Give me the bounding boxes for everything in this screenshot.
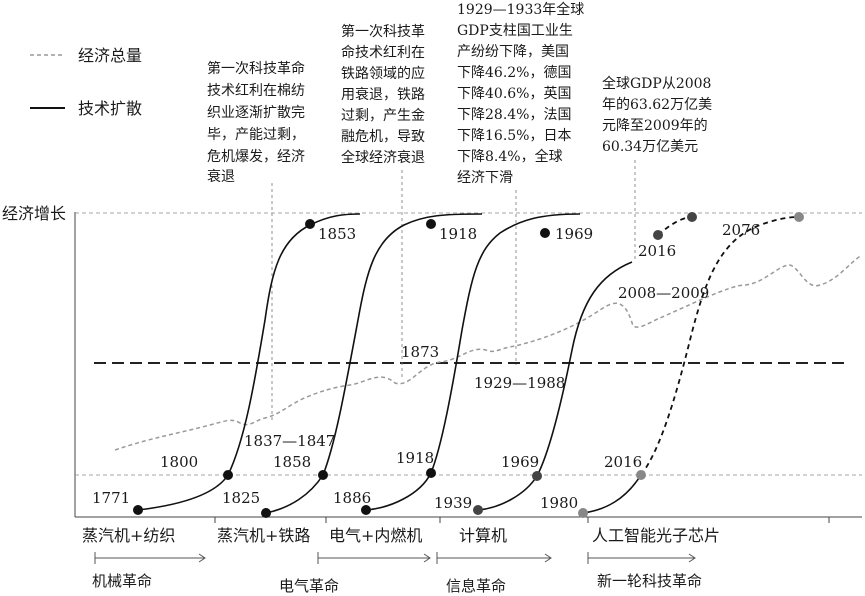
revolution-mechanical: 机械革命: [92, 572, 152, 590]
curve-labels: 1771 1800 1853 1825 1858 1918 1886 1918 …: [92, 221, 760, 512]
category-ai-photonic-chip: 人工智能光子芯片: [592, 526, 720, 545]
svg-text:年的63.62万亿美: 年的63.62万亿美: [602, 97, 712, 113]
svg-text:全球GDP从2008: 全球GDP从2008: [602, 75, 711, 92]
svg-text:1929—1933年全球: 1929—1933年全球: [457, 1, 584, 18]
period-1929-1988: 1929—1988: [474, 374, 565, 392]
curve-markers: [133, 212, 804, 518]
marker-2016-top: [653, 230, 663, 240]
category-steam-textile: 蒸汽机+纺织: [82, 526, 175, 545]
svg-text:下降8.4%，全球: 下降8.4%，全球: [457, 148, 563, 165]
marker-2076: [794, 212, 804, 222]
category-labels: 蒸汽机+纺织 蒸汽机+铁路 电气+内燃机 计算机 人工智能光子芯片: [82, 526, 720, 545]
label-1853: 1853: [318, 225, 356, 243]
marker-1886: [361, 505, 371, 515]
revolution-new-tech: 新一轮科技革命: [597, 572, 702, 590]
annotation-1: 第一次科技革命 技术红利在棉纺 织业逐渐扩散完 毕，产能过剩， 危机爆发，经济 …: [207, 60, 305, 185]
svg-text:下降28.4%，法国: 下降28.4%，法国: [457, 107, 571, 123]
revolution-electrical: 电气革命: [279, 577, 339, 595]
label-1939: 1939: [434, 494, 472, 512]
annotation-3: 1929—1933年全球 GDP支柱国工业生 产纷纷下降，美国 下降46.2%，…: [457, 1, 584, 186]
label-2016-top: 2016: [638, 242, 676, 260]
marker-2016: [636, 470, 646, 480]
svg-text:命技术红利在: 命技术红利在: [341, 44, 425, 61]
label-1969: 1969: [501, 453, 539, 471]
y-axis-title: 经济增长: [2, 204, 66, 223]
marker-1825: [261, 508, 271, 518]
marker-1800: [223, 470, 233, 480]
label-1800: 1800: [160, 453, 198, 471]
marker-1939: [473, 505, 483, 515]
label-1918: 1918: [396, 449, 434, 467]
marker-1771: [133, 505, 143, 515]
marker-1858: [318, 470, 328, 480]
svg-text:毕，产能过剩，: 毕，产能过剩，: [207, 127, 305, 143]
label-1858: 1858: [273, 453, 311, 471]
svg-text:第一次科技革: 第一次科技革: [341, 23, 425, 40]
svg-text:衰退: 衰退: [207, 168, 235, 185]
period-labels: 1837—1847 1873 1929—1988 2008—2009: [244, 284, 709, 450]
svg-text:融危机，导致: 融危机，导致: [341, 129, 425, 145]
label-1980: 1980: [540, 494, 578, 512]
revolution-information: 信息革命: [446, 577, 506, 595]
period-1837-1847: 1837—1847: [244, 432, 335, 450]
svg-text:过剩，产生金: 过剩，产生金: [341, 108, 425, 124]
category-computer: 计算机: [459, 526, 507, 545]
legend-diffusion-label: 技术扩散: [78, 99, 142, 118]
legend-economy-label: 经济总量: [78, 46, 142, 65]
label-1825: 1825: [222, 489, 260, 507]
label-1918-top: 1918: [439, 225, 477, 243]
annotation-4: 全球GDP从2008 年的63.62万亿美 元降至2009年的 60.34万亿美…: [602, 75, 712, 155]
svg-text:织业逐渐扩散完: 织业逐渐扩散完: [207, 105, 305, 121]
marker-1980: [578, 508, 588, 518]
marker-1918: [426, 468, 436, 478]
annotation-leaders: [271, 160, 636, 423]
label-2076: 2076: [722, 221, 760, 239]
marker-1853: [305, 219, 315, 229]
label-1886: 1886: [333, 489, 371, 507]
marker-1969: [532, 471, 542, 481]
category-electric-engine: 电气+内燃机: [329, 526, 422, 545]
marker-1918-top: [426, 219, 436, 229]
svg-text:危机爆发，经济: 危机爆发，经济: [207, 149, 305, 165]
annotation-2: 第一次科技革 命技术红利在 铁路领域的应 用衰退，铁路 过剩，产生金 融危机，导…: [341, 23, 425, 166]
svg-text:60.34万亿美元: 60.34万亿美元: [602, 139, 698, 155]
diffusion-curve-5: [582, 474, 642, 514]
period-2008-2009: 2008—2009: [618, 284, 709, 302]
marker-2076-top-near: [687, 212, 697, 222]
category-steam-railway: 蒸汽机+铁路: [217, 526, 310, 545]
revolution-arrows: [94, 552, 696, 564]
diffusion-curve-4: [477, 261, 633, 511]
economy-total-line: [114, 254, 863, 451]
svg-text:下降40.6%，英国: 下降40.6%，英国: [457, 85, 571, 102]
diffusion-curve-2: [265, 213, 483, 514]
x-axis-ticks: [214, 517, 830, 523]
marker-1969-top: [540, 228, 550, 238]
svg-text:下降16.5%，日本: 下降16.5%，日本: [457, 128, 571, 144]
svg-text:铁路领域的应: 铁路领域的应: [341, 65, 425, 82]
diffusion-curves: [137, 213, 642, 514]
axes: 经济增长: [2, 204, 862, 523]
period-1873: 1873: [401, 343, 439, 361]
diffusion-curve-3: [365, 213, 581, 511]
legend: 经济总量 技术扩散: [30, 46, 142, 118]
label-1771: 1771: [92, 489, 130, 507]
svg-text:全球经济衰退: 全球经济衰退: [341, 149, 425, 166]
svg-text:技术红利在棉纺: 技术红利在棉纺: [207, 82, 305, 99]
label-2016: 2016: [604, 453, 642, 471]
svg-text:第一次科技革命: 第一次科技革命: [207, 60, 305, 77]
svg-text:用衰退，铁路: 用衰退，铁路: [341, 86, 425, 103]
revolution-labels: 机械革命 电气革命 信息革命 新一轮科技革命: [92, 572, 702, 595]
svg-text:经济下滑: 经济下滑: [457, 169, 513, 186]
label-1969-top: 1969: [555, 225, 593, 243]
svg-text:元降至2009年的: 元降至2009年的: [602, 118, 708, 134]
svg-text:下降46.2%，德国: 下降46.2%，德国: [457, 65, 571, 81]
svg-text:产纷纷下降，美国: 产纷纷下降，美国: [457, 44, 569, 60]
reference-lines: [75, 212, 862, 476]
svg-text:GDP支柱国工业生: GDP支柱国工业生: [457, 23, 573, 39]
